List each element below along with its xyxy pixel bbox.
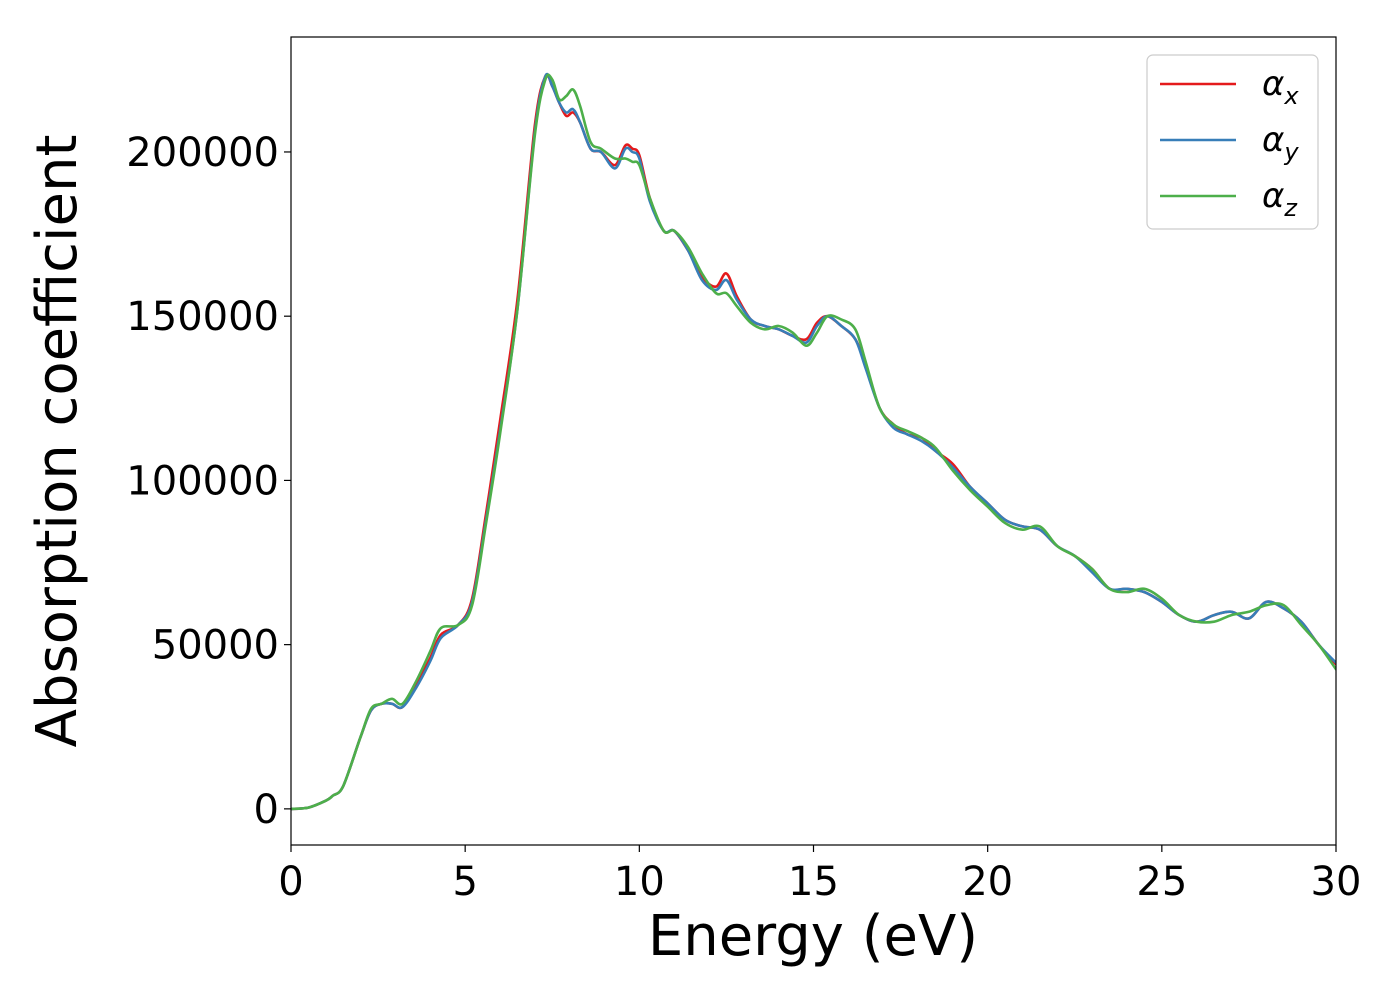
x-axis-ticks: 0 5 10 15 20 25 30 [278, 845, 1361, 905]
y-axis-ticks: 0 50000 100000 150000 200000 [126, 130, 291, 833]
y-tick-label: 0 [254, 787, 279, 833]
y-tick-label: 150000 [126, 294, 279, 340]
legend-box [1146, 54, 1319, 230]
x-tick-label: 5 [452, 859, 477, 905]
plot-area [290, 36, 1337, 846]
y-tick-label: 50000 [152, 623, 279, 669]
series-line-z [291, 73, 1336, 811]
y-tick-label: 100000 [126, 458, 279, 504]
legend-subscript: z [1283, 194, 1298, 222]
y-tick-label: 200000 [126, 130, 279, 176]
legend-symbol: α [1262, 64, 1284, 104]
x-tick-label: 25 [1136, 859, 1187, 905]
x-tick-label: 30 [1311, 859, 1362, 905]
x-tick-label: 20 [962, 859, 1013, 905]
legend-label-z: αz [1262, 176, 1298, 222]
legend-subscript: y [1283, 138, 1299, 166]
legend-symbol: α [1262, 176, 1284, 216]
y-axis-title: Absorption coefficient [25, 135, 90, 748]
legend-subscript: x [1283, 82, 1299, 110]
x-axis-title: Energy (eV) [648, 904, 978, 969]
x-tick-label: 10 [614, 859, 665, 905]
x-tick-label: 0 [278, 859, 303, 905]
x-tick-label: 15 [788, 859, 839, 905]
legend-label-y: αy [1262, 120, 1299, 166]
series-layer [291, 72, 1336, 811]
legend-symbol: α [1262, 120, 1284, 160]
legend-label-x: αx [1262, 64, 1299, 110]
